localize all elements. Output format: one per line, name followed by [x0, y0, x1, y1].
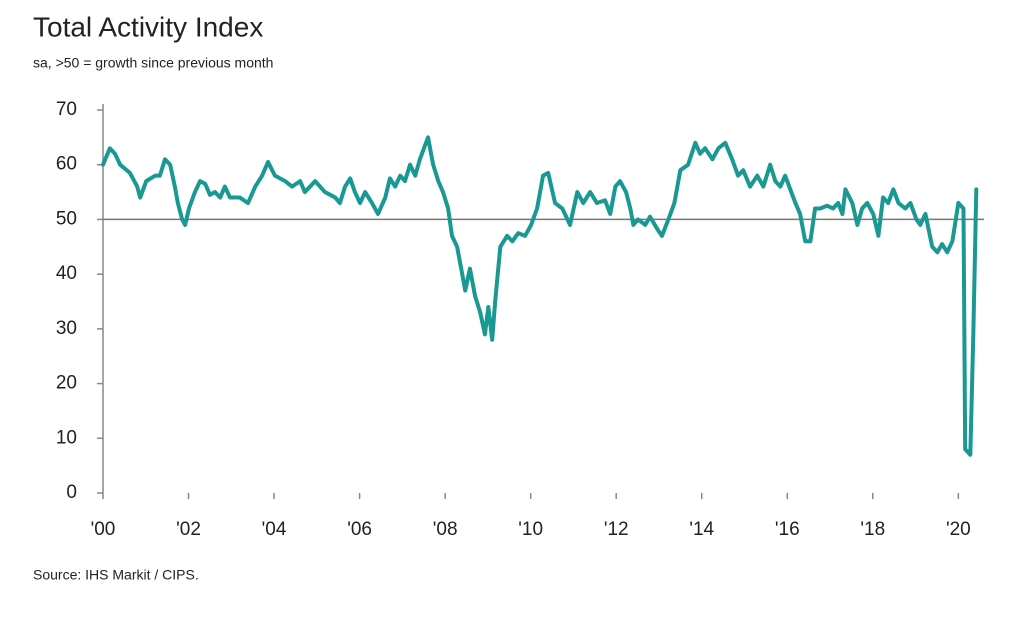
chart-title: Total Activity Index [33, 11, 263, 42]
x-tick-label: '16 [775, 519, 800, 540]
x-tick-label: '06 [347, 519, 372, 540]
y-tick-label: 10 [56, 427, 77, 448]
x-tick-label: '00 [91, 519, 116, 540]
y-tick-label: 70 [56, 99, 77, 120]
x-tick-label: '14 [689, 519, 714, 540]
source-note: Source: IHS Markit / CIPS. [33, 567, 199, 583]
chart-subtitle: sa, >50 = growth since previous month [33, 55, 273, 71]
y-tick-label: 60 [56, 154, 77, 175]
y-tick-label: 50 [56, 208, 77, 229]
x-tick-label: '02 [176, 519, 201, 540]
x-tick-label: '10 [518, 519, 543, 540]
x-tick-label: '20 [946, 519, 971, 540]
y-tick-label: 30 [56, 318, 77, 339]
x-tick-label: '18 [860, 519, 885, 540]
data-line [101, 135, 979, 457]
y-tick-label: 0 [66, 482, 77, 503]
y-tick-label: 40 [56, 263, 77, 284]
x-tick-label: '04 [262, 519, 287, 540]
y-tick-label: 20 [56, 373, 77, 394]
x-tick-label: '08 [433, 519, 458, 540]
x-tick-label: '12 [604, 519, 629, 540]
